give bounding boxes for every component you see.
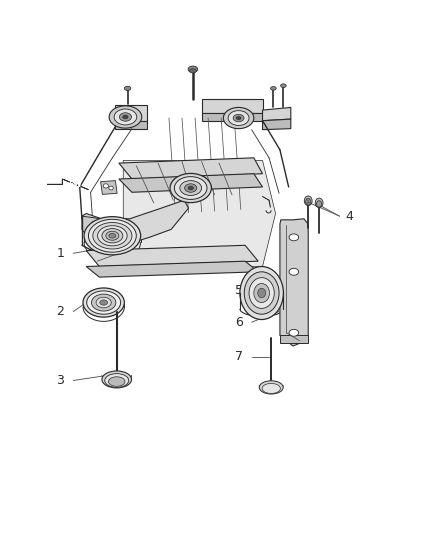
Polygon shape	[119, 174, 262, 192]
Polygon shape	[201, 100, 262, 113]
Ellipse shape	[92, 294, 116, 311]
Ellipse shape	[228, 111, 249, 125]
Ellipse shape	[103, 184, 109, 188]
Ellipse shape	[123, 115, 128, 119]
Ellipse shape	[244, 272, 279, 314]
Ellipse shape	[262, 383, 280, 393]
Ellipse shape	[289, 329, 299, 336]
Ellipse shape	[105, 374, 129, 387]
Ellipse shape	[96, 297, 111, 308]
Ellipse shape	[233, 114, 244, 122]
Ellipse shape	[124, 86, 131, 91]
Text: 6: 6	[235, 316, 243, 329]
Ellipse shape	[306, 199, 311, 205]
Ellipse shape	[170, 173, 212, 203]
Text: 5: 5	[235, 284, 243, 297]
Ellipse shape	[84, 216, 141, 255]
Ellipse shape	[240, 266, 283, 319]
Polygon shape	[119, 158, 262, 179]
Ellipse shape	[109, 186, 113, 190]
Ellipse shape	[236, 116, 241, 119]
Polygon shape	[262, 119, 291, 130]
Ellipse shape	[88, 219, 136, 252]
Ellipse shape	[304, 196, 312, 206]
Ellipse shape	[315, 198, 323, 208]
Ellipse shape	[317, 201, 322, 207]
Polygon shape	[47, 179, 88, 190]
Ellipse shape	[102, 229, 123, 243]
Ellipse shape	[254, 284, 269, 303]
Polygon shape	[280, 219, 308, 346]
Ellipse shape	[258, 288, 265, 298]
Polygon shape	[262, 108, 291, 120]
Ellipse shape	[259, 381, 283, 394]
Ellipse shape	[223, 108, 254, 128]
Polygon shape	[82, 216, 127, 248]
Ellipse shape	[83, 288, 124, 317]
Text: 1: 1	[56, 247, 64, 260]
Ellipse shape	[249, 278, 274, 309]
Ellipse shape	[188, 186, 193, 190]
Ellipse shape	[98, 225, 127, 246]
Text: FW: FW	[68, 180, 82, 189]
Ellipse shape	[189, 69, 196, 73]
Ellipse shape	[102, 371, 131, 388]
Text: 3: 3	[56, 374, 64, 387]
Ellipse shape	[87, 291, 120, 314]
Ellipse shape	[119, 113, 131, 121]
Ellipse shape	[289, 234, 299, 241]
Ellipse shape	[106, 231, 119, 240]
Polygon shape	[201, 113, 262, 120]
Text: 2: 2	[56, 305, 64, 318]
Ellipse shape	[93, 222, 132, 249]
Ellipse shape	[281, 84, 286, 87]
Polygon shape	[123, 160, 276, 266]
Ellipse shape	[109, 377, 125, 386]
Text: 4: 4	[346, 209, 353, 223]
Ellipse shape	[185, 184, 197, 192]
Polygon shape	[86, 245, 258, 266]
Polygon shape	[101, 181, 117, 195]
Ellipse shape	[100, 300, 108, 305]
Ellipse shape	[289, 268, 299, 275]
Ellipse shape	[180, 181, 201, 196]
Ellipse shape	[188, 66, 198, 72]
Ellipse shape	[109, 106, 142, 128]
Polygon shape	[86, 261, 258, 277]
Polygon shape	[280, 335, 308, 343]
Text: 7: 7	[235, 350, 243, 363]
Ellipse shape	[109, 233, 116, 238]
Polygon shape	[82, 200, 188, 245]
Ellipse shape	[174, 176, 207, 199]
Polygon shape	[115, 120, 147, 128]
Ellipse shape	[271, 86, 276, 90]
Polygon shape	[115, 105, 147, 120]
Ellipse shape	[114, 109, 137, 125]
